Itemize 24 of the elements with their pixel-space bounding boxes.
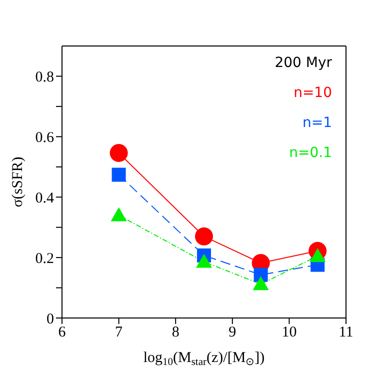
x-tick-label: 11 bbox=[338, 324, 354, 341]
point bbox=[112, 168, 126, 182]
x-axis-title: log$_{10}$(M$_{star}$(z)/[M$_{⊙}$]) bbox=[143, 350, 265, 368]
point bbox=[195, 227, 213, 246]
x-tick-label: 6 bbox=[58, 324, 66, 341]
text: n=1 bbox=[301, 114, 332, 133]
text: n=0.1 bbox=[288, 144, 332, 163]
x-tick-label: 8 bbox=[172, 324, 180, 341]
point bbox=[196, 254, 212, 268]
point bbox=[252, 276, 269, 290]
y-tick-label: 0.4 bbox=[35, 190, 54, 206]
x-tick-label: 9 bbox=[228, 324, 236, 341]
y-tick-label: 0.2 bbox=[35, 250, 54, 267]
y-tick-label: 0.6 bbox=[35, 130, 54, 146]
x-tick-label: 10 bbox=[282, 324, 297, 341]
text: n=10 bbox=[292, 84, 332, 103]
y-axis-title: σ(sSFR) bbox=[10, 156, 26, 208]
y-tick-label: 0 bbox=[46, 311, 54, 328]
point bbox=[310, 248, 326, 262]
point bbox=[110, 207, 127, 222]
y-tick-label: 0.8 bbox=[35, 70, 54, 86]
legend-title: 200 Myr bbox=[274, 54, 332, 73]
x-tick-label: 7 bbox=[115, 324, 124, 341]
point bbox=[110, 144, 128, 162]
